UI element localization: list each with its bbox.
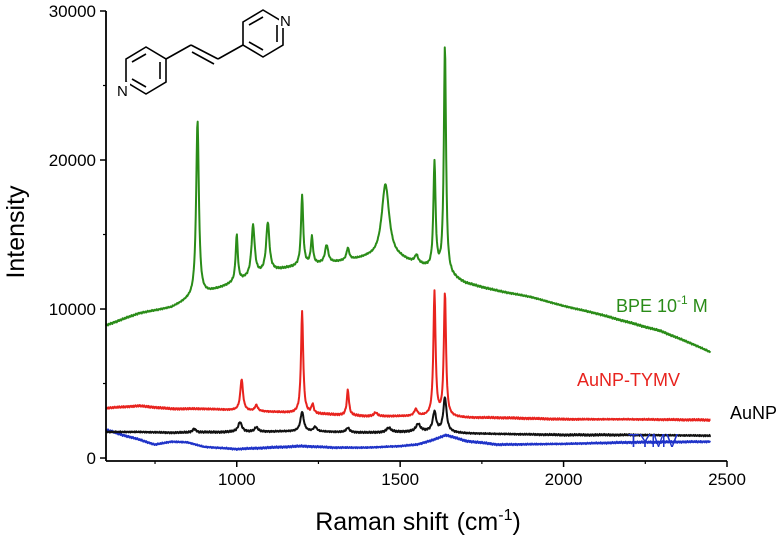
ring-right-double-bond-3: [248, 41, 264, 51]
series-line-aunp-tymv: [105, 289, 711, 422]
vinyl-double-bond: [191, 51, 215, 65]
series-label-aunp: AuNP: [730, 403, 777, 423]
series-label-tymv: TYMV: [628, 431, 678, 451]
x-tick-label: 2000: [545, 470, 583, 489]
ring-left-double-bond-3: [131, 78, 147, 88]
series-label-bpe-tail: M: [688, 296, 708, 316]
series-label-bpe-base: BPE 10: [616, 296, 677, 316]
nitrogen-atom-left: N: [117, 83, 128, 100]
y-tick-label: 0: [87, 449, 96, 468]
x-axis-title: Raman shift (cm-1): [315, 507, 521, 536]
atom-right-background: [279, 12, 293, 28]
y-tick-label: 30000: [49, 2, 96, 21]
vinyl-bond-3: [217, 44, 244, 60]
series-label-bpe-exponent: -1: [677, 293, 688, 307]
ticks: 0 10000 20000 30000 1000 1500 2000 2500: [49, 2, 746, 489]
y-axis-title: Intensity: [2, 185, 30, 279]
x-axis-title-text: Raman shift: [315, 508, 448, 536]
x-tick-label: 2500: [708, 470, 746, 489]
atom-left-background: [116, 82, 130, 98]
series-line-tymv: [105, 428, 712, 451]
x-axis-unit-exponent: -1: [498, 507, 512, 524]
vinyl-bond-2: [190, 44, 219, 60]
series-line-aunp: [105, 396, 712, 438]
x-tick-label: 1000: [218, 470, 256, 489]
vinyl-bond-1: [165, 44, 192, 60]
series-line-bpe: [105, 46, 712, 354]
y-tick-label: 20000: [49, 151, 96, 170]
x-axis-unit: (cm: [457, 508, 499, 536]
series-label-bpe: BPE 10-1 M: [616, 293, 708, 316]
plot-area: [105, 46, 712, 451]
x-axis-unit-close: ): [512, 508, 520, 536]
x-tick-label: 1500: [381, 470, 419, 489]
ring-right-double-bond-1: [248, 16, 264, 26]
nitrogen-atom-right: N: [280, 13, 291, 30]
series-label-aunp-tymv: AuNP-TYMV: [577, 370, 680, 390]
y-tick-label: 10000: [49, 300, 96, 319]
pyridine-ring-right: [242, 9, 284, 58]
ring-left-double-bond-1: [131, 53, 147, 63]
series-labels: BPE 10-1 M AuNP-TYMV AuNP TYMV: [577, 293, 777, 451]
molecule-structure-inset: [125, 9, 284, 95]
